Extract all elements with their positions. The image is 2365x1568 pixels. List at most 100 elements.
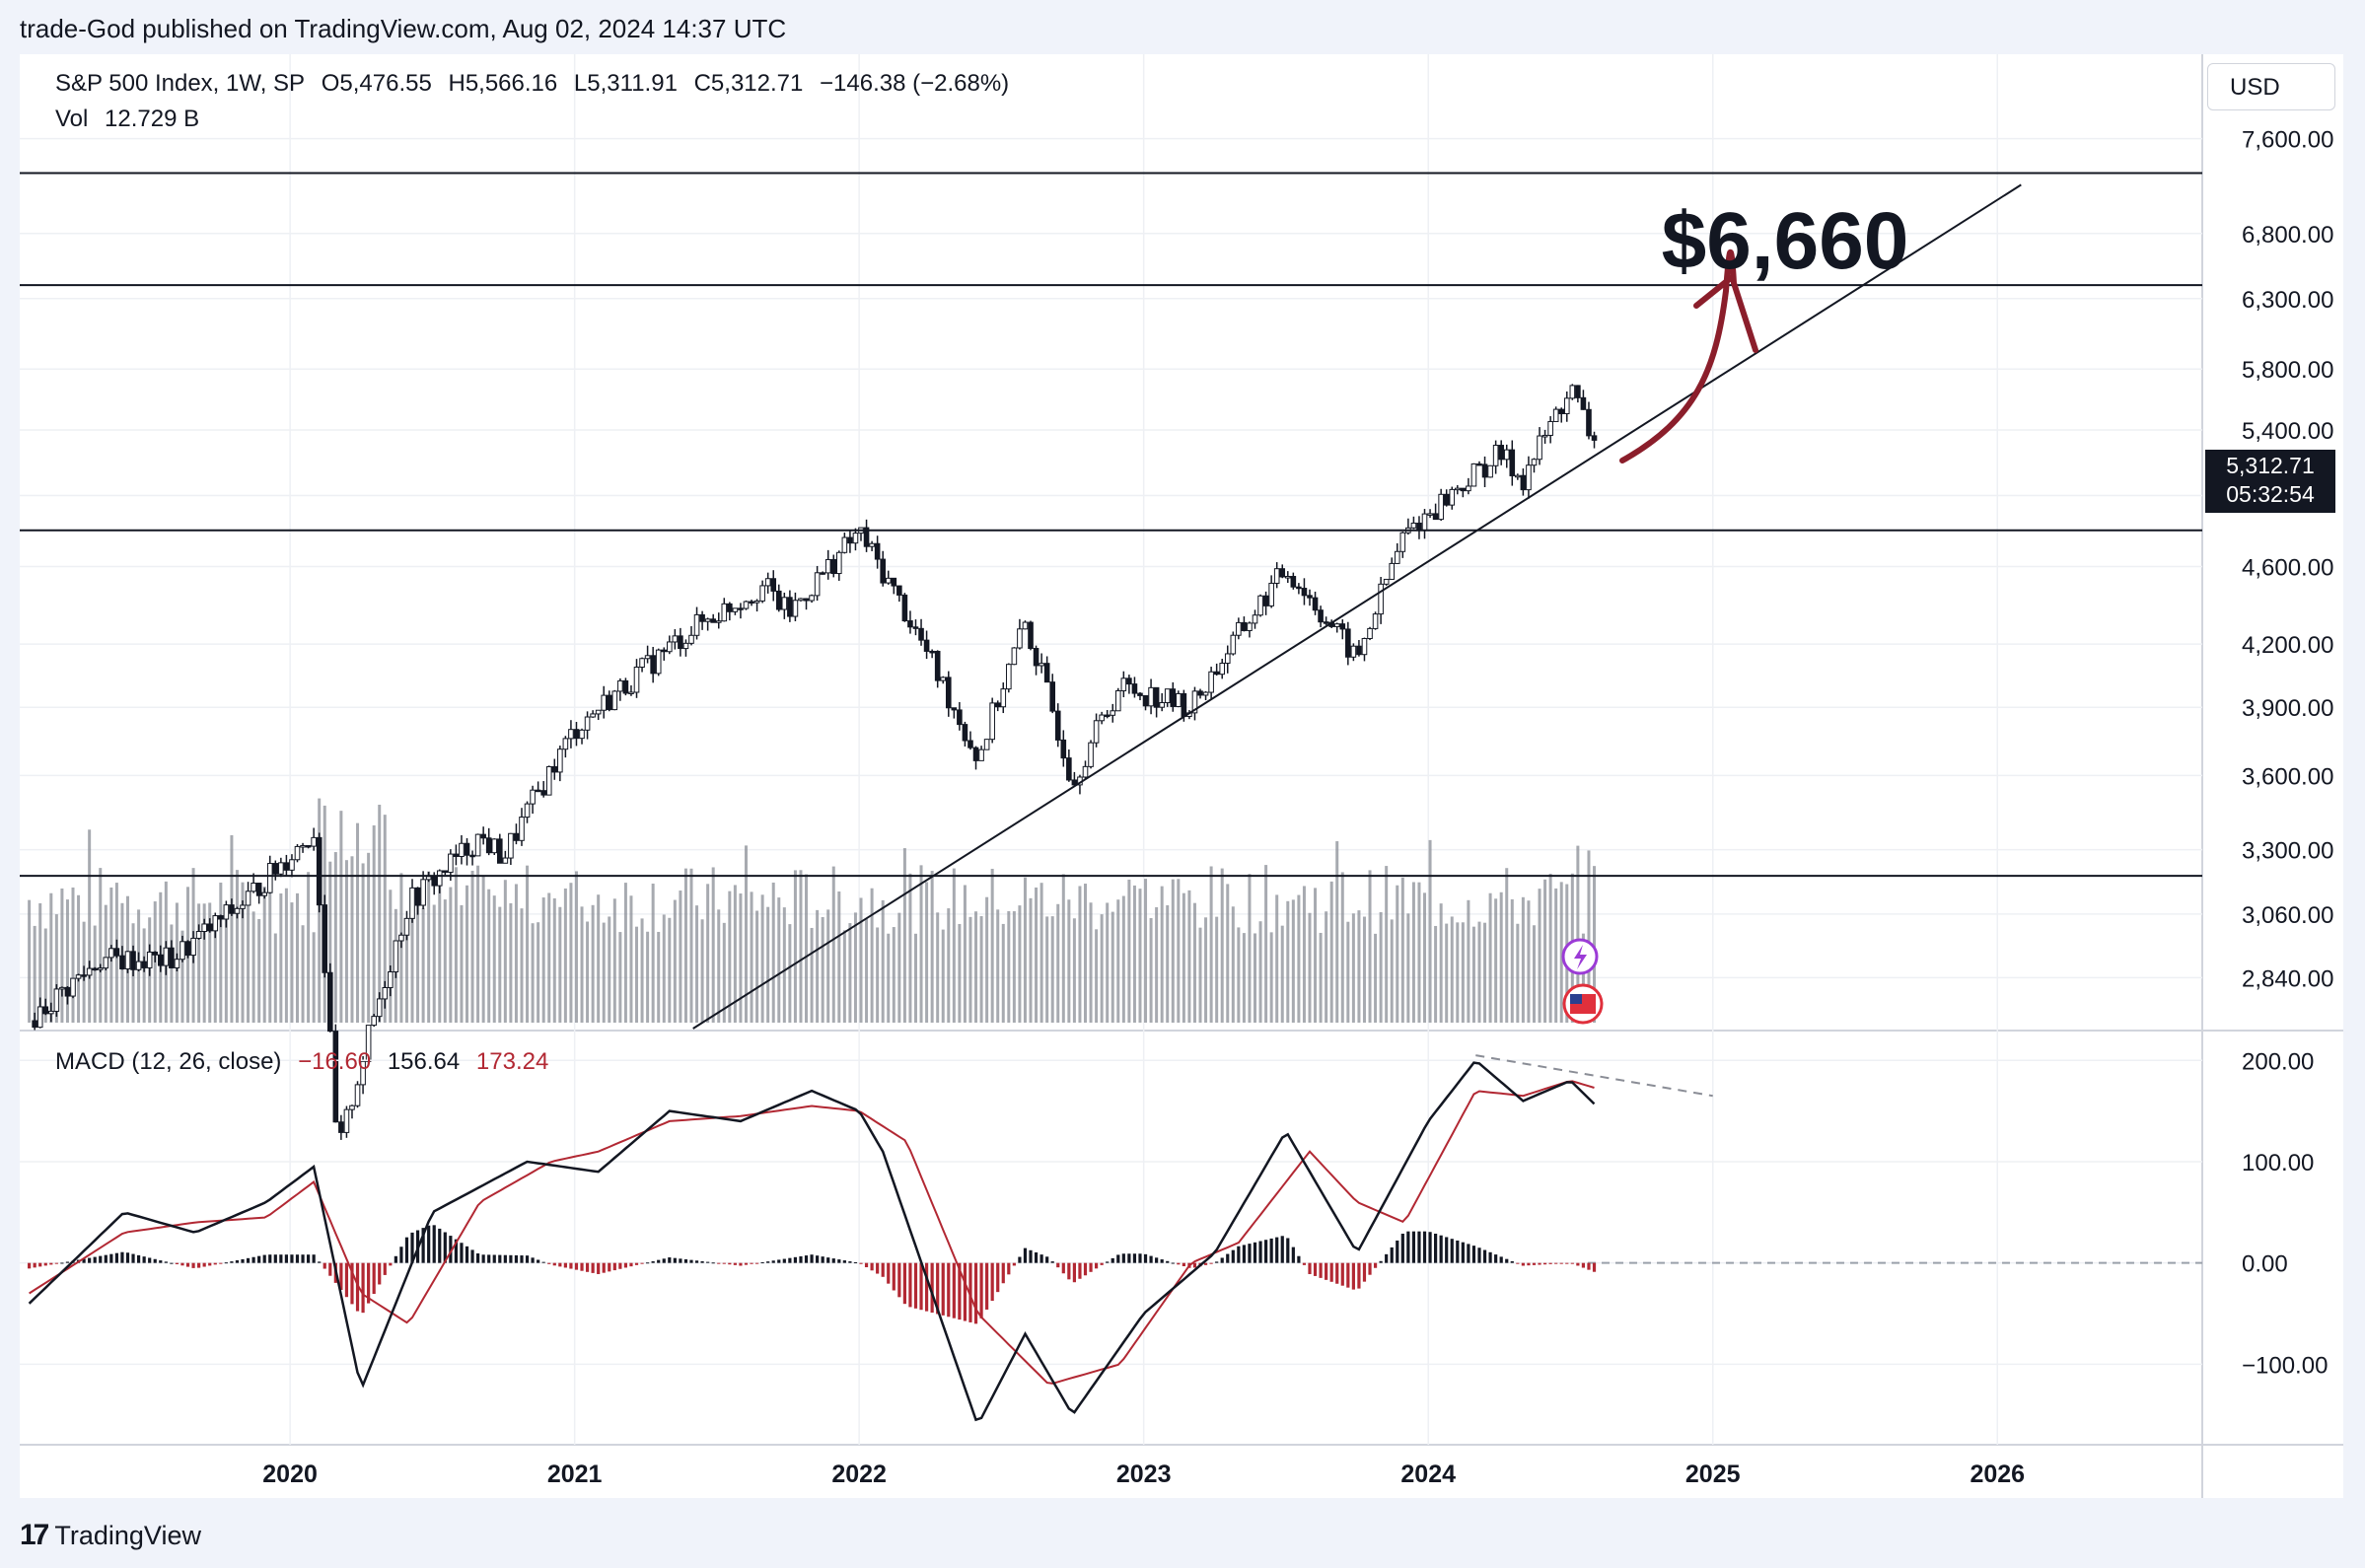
macd-hist-bar-positive [421, 1228, 425, 1263]
candle-up [852, 533, 859, 544]
chart-canvas[interactable]: 7,600.00 6,800.00 6,300.00 5,800.00 5,400.00… [20, 54, 2343, 1498]
macd-hist-bar-positive [799, 1255, 803, 1263]
candle-down [968, 740, 973, 748]
volume-bar [1056, 903, 1060, 1023]
macd-hist-bar-negative [1007, 1262, 1011, 1275]
volume-bar [251, 911, 255, 1023]
candle-down [332, 1031, 339, 1123]
candle-down [678, 635, 683, 650]
candle-up [425, 876, 432, 881]
macd-hist-bar-positive [853, 1262, 858, 1264]
candle-down [1520, 474, 1527, 491]
volume-bar [71, 887, 75, 1023]
volume-bar [788, 924, 792, 1023]
price-axis-label: 5,800.00 [2242, 357, 2333, 384]
volume-bar [520, 908, 524, 1023]
candle-down [962, 724, 968, 742]
candle-down [918, 627, 924, 641]
volume-bar [1593, 866, 1597, 1023]
macd-hist-bar-positive [1215, 1261, 1219, 1263]
macd-hist-bar-negative [924, 1262, 929, 1312]
volume-bar [1467, 899, 1470, 1023]
macd-hist-bar-positive [120, 1251, 124, 1263]
candle-up [1503, 449, 1510, 461]
volume-bar [432, 904, 436, 1023]
volume-bar [295, 892, 299, 1023]
candle-up [474, 833, 481, 857]
macd-hist-bar-positive [1248, 1244, 1252, 1263]
candle-down [901, 594, 908, 622]
candle-up [371, 1016, 377, 1027]
macd-hist-bar-positive [159, 1260, 163, 1263]
volume-bar [1559, 882, 1563, 1023]
currency-button[interactable]: USD [2207, 63, 2335, 110]
macd-hist-bar-negative [968, 1262, 972, 1322]
candle-up [519, 817, 525, 841]
volume-bar [979, 916, 983, 1023]
macd-hist-bar-negative [1516, 1262, 1520, 1264]
candle-up [1093, 720, 1100, 744]
price-axis-label: 3,060.00 [2242, 902, 2333, 929]
candle-down [272, 863, 279, 875]
macd-hist-bar-positive [1385, 1253, 1389, 1263]
candle-up [1569, 385, 1576, 399]
candle-down [1339, 623, 1346, 630]
time-axis-label: 2020 [262, 1461, 318, 1488]
macd-hist-bar-positive [711, 1262, 715, 1264]
volume-bar [470, 870, 474, 1023]
candle-up [1039, 663, 1044, 667]
tradingview-footer[interactable]: 17 TradingView [20, 1519, 201, 1552]
candle-up [388, 970, 394, 988]
candle-up [195, 931, 202, 939]
candle-down [847, 536, 853, 544]
candle-up [1236, 621, 1242, 636]
macd-hist-bar-negative [219, 1262, 223, 1264]
macd-hist-bar-negative [1192, 1262, 1197, 1268]
volume-bar [537, 922, 540, 1023]
volume-bar [1521, 896, 1525, 1023]
tradingview-logo-icon: 17 [20, 1519, 49, 1551]
macd-hist-bar-positive [673, 1257, 677, 1263]
candle-up [940, 677, 947, 681]
volume-bar [383, 815, 387, 1023]
volume-bar [367, 852, 371, 1023]
volume-bar [722, 922, 726, 1023]
macd-hist-bar-positive [1406, 1231, 1410, 1263]
candle-down [923, 639, 930, 652]
macd-hist-bar-positive [509, 1254, 513, 1263]
candle-up [343, 1108, 350, 1133]
candle-up [261, 891, 268, 896]
volume-bar [853, 912, 857, 1023]
macd-hist-bar-negative [591, 1262, 595, 1273]
macd-hist-bar-negative [569, 1262, 573, 1269]
symbol-label[interactable]: S&P 500 Index, 1W, SP [55, 70, 306, 97]
candle-down [1181, 692, 1187, 717]
volume-bar [1461, 922, 1465, 1023]
candle-up [759, 585, 765, 602]
volume-bar [805, 874, 809, 1023]
candle-up [234, 907, 241, 914]
macd-hist-bar-positive [651, 1260, 655, 1263]
chart-frame[interactable]: 7,600.00 6,800.00 6,300.00 5,800.00 5,400.00… [20, 54, 2343, 1498]
macd-hist-bar-positive [793, 1256, 798, 1263]
volume-bar [88, 829, 92, 1023]
candle-up [978, 748, 984, 761]
macd-hist-bar-positive [1138, 1253, 1142, 1263]
volume-bar [268, 876, 272, 1023]
macd-hist-bar-negative [43, 1262, 47, 1266]
macd-label[interactable]: MACD (12, 26, close) [55, 1048, 282, 1075]
macd-hist-bar-negative [38, 1262, 42, 1267]
macd-hist-bar-negative [1346, 1262, 1350, 1288]
candle-down [1153, 686, 1160, 708]
volume-bar [968, 916, 972, 1023]
volume-bar [793, 870, 797, 1023]
candle-down [820, 572, 825, 575]
macd-hist-bar-positive [1286, 1238, 1290, 1263]
volume-bar [1368, 870, 1372, 1023]
macd-signal-line [29, 1080, 1595, 1385]
volume-bar [344, 860, 348, 1023]
macd-hist-bar-positive [93, 1256, 97, 1263]
volume-bar [454, 867, 458, 1023]
candle-down [1296, 586, 1302, 590]
macd-hist-bar-positive [766, 1261, 770, 1263]
